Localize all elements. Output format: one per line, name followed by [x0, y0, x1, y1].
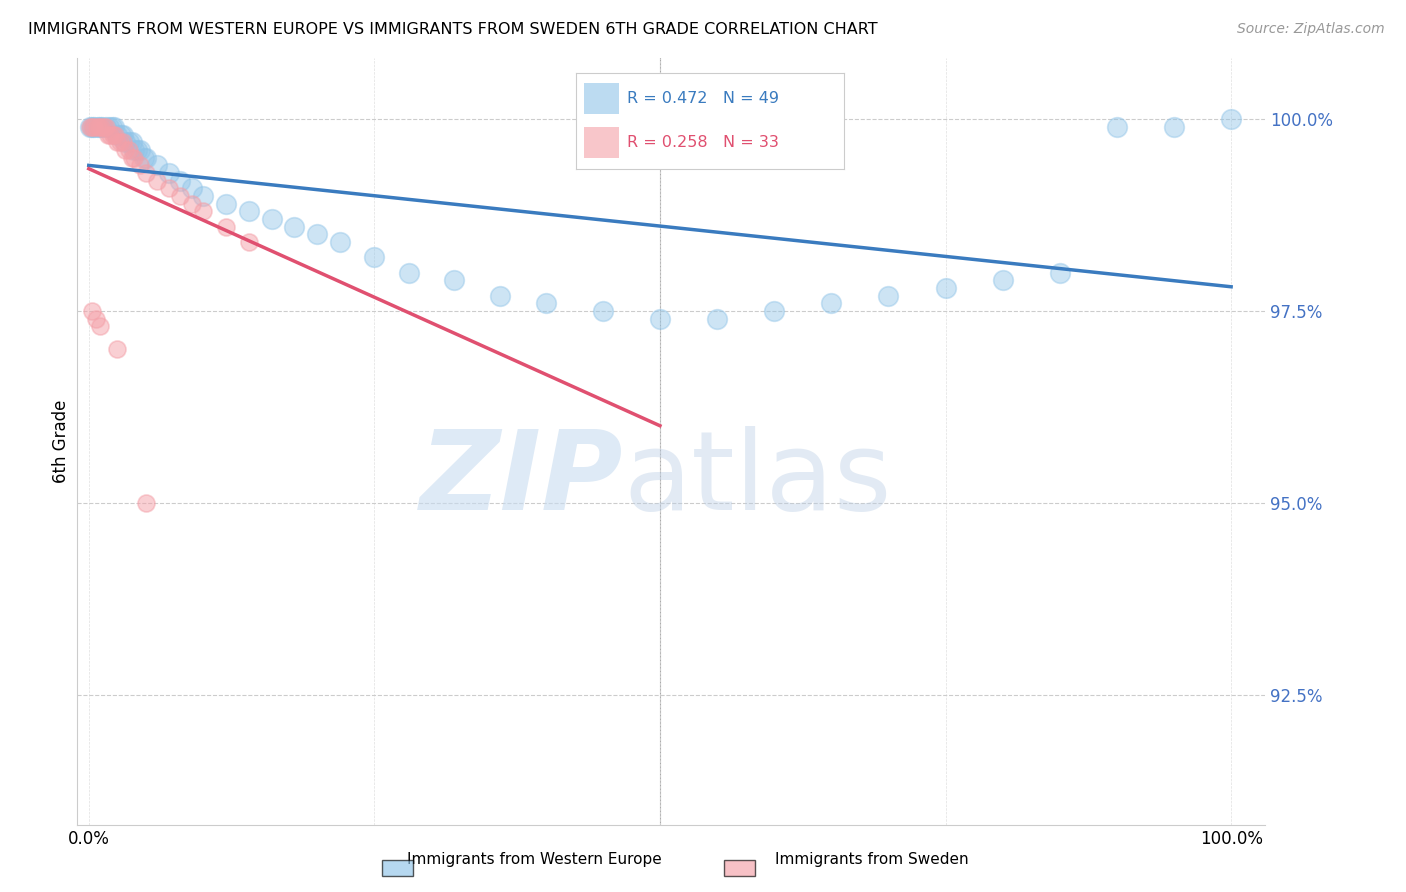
- Point: [94, 120, 117, 134]
- Point: [103, 120, 125, 134]
- Text: Immigrants from Western Europe: Immigrants from Western Europe: [406, 852, 662, 867]
- Point: [118, 136, 141, 150]
- Point: [82, 120, 104, 134]
- Point: [191, 189, 214, 203]
- Point: [129, 158, 152, 172]
- Point: [79, 120, 101, 134]
- Point: [763, 304, 786, 318]
- Point: [215, 196, 238, 211]
- Point: [238, 235, 260, 249]
- Point: [100, 128, 122, 142]
- Point: [105, 343, 128, 357]
- Point: [706, 311, 728, 326]
- Point: [124, 143, 146, 157]
- Point: [820, 296, 842, 310]
- Point: [991, 273, 1014, 287]
- Point: [1049, 266, 1071, 280]
- Point: [121, 136, 143, 150]
- Point: [592, 304, 614, 318]
- Point: [215, 219, 238, 234]
- Point: [648, 311, 671, 326]
- Point: [118, 143, 141, 157]
- Point: [329, 235, 352, 249]
- Point: [87, 120, 110, 134]
- Text: atlas: atlas: [624, 426, 893, 533]
- Point: [157, 181, 180, 195]
- Point: [934, 281, 956, 295]
- Point: [124, 151, 146, 165]
- Point: [135, 496, 157, 510]
- Point: [114, 143, 136, 157]
- Point: [1163, 120, 1185, 134]
- Point: [89, 319, 111, 334]
- Point: [114, 136, 136, 150]
- Point: [90, 120, 112, 134]
- Point: [108, 136, 131, 150]
- Point: [489, 289, 512, 303]
- Point: [129, 143, 152, 157]
- Point: [283, 219, 305, 234]
- Point: [105, 136, 128, 150]
- Point: [82, 120, 104, 134]
- Point: [877, 289, 900, 303]
- Point: [83, 120, 105, 134]
- Point: [135, 166, 157, 180]
- Point: [82, 304, 104, 318]
- Point: [110, 128, 132, 142]
- Point: [1220, 112, 1243, 127]
- Point: [169, 189, 191, 203]
- Point: [121, 151, 143, 165]
- Point: [79, 120, 101, 134]
- Point: [105, 128, 128, 142]
- Point: [157, 166, 180, 180]
- Point: [112, 128, 135, 142]
- Point: [307, 227, 329, 242]
- Point: [93, 120, 115, 134]
- Point: [112, 136, 135, 150]
- Point: [363, 251, 385, 265]
- Point: [89, 120, 111, 134]
- Point: [238, 204, 260, 219]
- Point: [146, 174, 169, 188]
- Point: [180, 196, 202, 211]
- Point: [100, 120, 122, 134]
- Text: IMMIGRANTS FROM WESTERN EUROPE VS IMMIGRANTS FROM SWEDEN 6TH GRADE CORRELATION C: IMMIGRANTS FROM WESTERN EUROPE VS IMMIGR…: [28, 22, 877, 37]
- Point: [104, 128, 127, 142]
- Point: [169, 174, 191, 188]
- Text: ZIP: ZIP: [420, 426, 624, 533]
- Point: [94, 120, 117, 134]
- Point: [101, 128, 124, 142]
- Point: [191, 204, 214, 219]
- Point: [180, 181, 202, 195]
- Point: [84, 311, 107, 326]
- Point: [135, 151, 157, 165]
- Point: [97, 128, 120, 142]
- Point: [83, 120, 105, 134]
- Point: [87, 120, 110, 134]
- Point: [534, 296, 557, 310]
- Point: [98, 120, 121, 134]
- Point: [398, 266, 420, 280]
- Point: [86, 120, 108, 134]
- Point: [443, 273, 465, 287]
- Point: [125, 143, 148, 157]
- Y-axis label: 6th Grade: 6th Grade: [52, 400, 70, 483]
- Point: [1105, 120, 1128, 134]
- Point: [146, 158, 169, 172]
- Point: [260, 212, 283, 227]
- Point: [132, 151, 155, 165]
- Point: [91, 120, 114, 134]
- Text: Immigrants from Sweden: Immigrants from Sweden: [775, 852, 969, 867]
- Text: Source: ZipAtlas.com: Source: ZipAtlas.com: [1237, 22, 1385, 37]
